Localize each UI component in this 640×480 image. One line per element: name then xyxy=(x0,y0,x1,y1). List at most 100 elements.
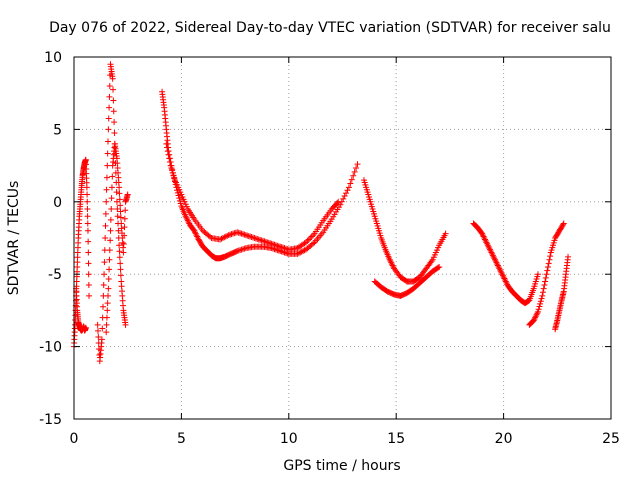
data-point xyxy=(386,256,393,263)
data-point xyxy=(428,258,435,265)
data-point xyxy=(542,274,549,281)
data-point xyxy=(106,93,113,100)
data-point xyxy=(297,249,304,256)
data-point xyxy=(534,310,541,317)
data-point xyxy=(103,186,110,193)
data-point xyxy=(496,265,503,272)
data-point xyxy=(298,248,305,255)
data-point xyxy=(104,162,111,169)
data-point xyxy=(348,176,355,183)
x-axis-label: GPS time / hours xyxy=(283,458,400,474)
data-point xyxy=(387,258,394,265)
data-point xyxy=(347,180,354,187)
data-point xyxy=(104,307,111,314)
data-point xyxy=(345,184,352,191)
data-point xyxy=(113,189,120,196)
data-point xyxy=(106,82,113,89)
data-point xyxy=(494,262,501,269)
data-point xyxy=(84,198,91,205)
data-point xyxy=(107,237,114,244)
y-tick-label: -5 xyxy=(48,267,62,283)
data-point xyxy=(84,220,91,227)
data-point xyxy=(85,238,92,245)
data-point xyxy=(540,285,547,292)
data-point xyxy=(488,249,495,256)
data-point xyxy=(493,259,500,266)
data-point xyxy=(83,184,90,191)
data-point xyxy=(501,275,508,282)
data-point xyxy=(491,255,498,262)
data-point xyxy=(539,292,546,299)
data-point xyxy=(343,190,350,197)
data-series xyxy=(94,61,129,365)
data-point xyxy=(105,292,112,299)
data-point xyxy=(100,282,107,289)
y-tick-label: 5 xyxy=(53,122,62,138)
data-point xyxy=(166,155,173,162)
data-point xyxy=(107,216,114,223)
data-point xyxy=(95,333,102,340)
data-point xyxy=(308,233,315,240)
data-point xyxy=(539,289,546,296)
data-point xyxy=(307,235,314,241)
data-series xyxy=(103,140,131,336)
data-series xyxy=(73,285,89,334)
data-point xyxy=(98,336,105,343)
data-point xyxy=(502,278,509,285)
data-point xyxy=(546,256,553,263)
data-point xyxy=(389,262,396,269)
data-point xyxy=(114,213,121,220)
data-point xyxy=(105,115,112,122)
data-point xyxy=(94,321,101,328)
data-point xyxy=(102,210,109,217)
data-point xyxy=(85,260,92,267)
data-point xyxy=(499,271,506,278)
data-point xyxy=(494,261,501,268)
data-point xyxy=(176,195,183,202)
data-point xyxy=(82,324,89,331)
data-point xyxy=(116,248,123,255)
data-point xyxy=(108,206,115,213)
x-tick-label: 20 xyxy=(495,431,513,447)
data-point xyxy=(484,240,491,247)
x-tick-label: 0 xyxy=(70,431,79,447)
chart-title: Day 076 of 2022, Sidereal Day-to-day VTE… xyxy=(49,20,611,36)
data-series xyxy=(159,88,361,262)
data-point xyxy=(442,230,449,237)
data-point xyxy=(351,168,358,175)
data-point xyxy=(310,232,317,239)
data-point xyxy=(490,253,497,260)
data-point xyxy=(108,184,115,191)
data-point xyxy=(532,313,539,320)
data-point xyxy=(536,303,543,310)
data-point xyxy=(544,267,551,274)
ticks xyxy=(73,56,612,420)
data-point xyxy=(486,246,493,253)
data-point xyxy=(544,263,551,270)
data-point xyxy=(122,321,129,328)
data-point xyxy=(489,250,496,257)
data-point xyxy=(500,274,507,281)
data-point xyxy=(124,191,131,198)
data-point xyxy=(350,172,357,179)
data-point xyxy=(84,206,91,213)
data-point xyxy=(105,276,112,283)
data-point xyxy=(105,285,112,292)
data-point xyxy=(111,130,118,137)
data-point xyxy=(120,249,127,256)
data-point xyxy=(436,263,443,270)
data-point xyxy=(108,195,115,202)
y-axis-label: SDTVAR / TECUs xyxy=(6,181,22,296)
data-point xyxy=(116,184,123,191)
data-point xyxy=(117,266,124,273)
data-point xyxy=(194,233,201,240)
data-point xyxy=(192,230,199,237)
data-point xyxy=(99,325,106,332)
data-point xyxy=(295,250,302,257)
data-point xyxy=(182,213,189,220)
data-point xyxy=(101,271,108,278)
data-point xyxy=(310,240,317,247)
data-point xyxy=(302,239,309,246)
data-point xyxy=(164,144,171,151)
data-point xyxy=(99,303,106,310)
